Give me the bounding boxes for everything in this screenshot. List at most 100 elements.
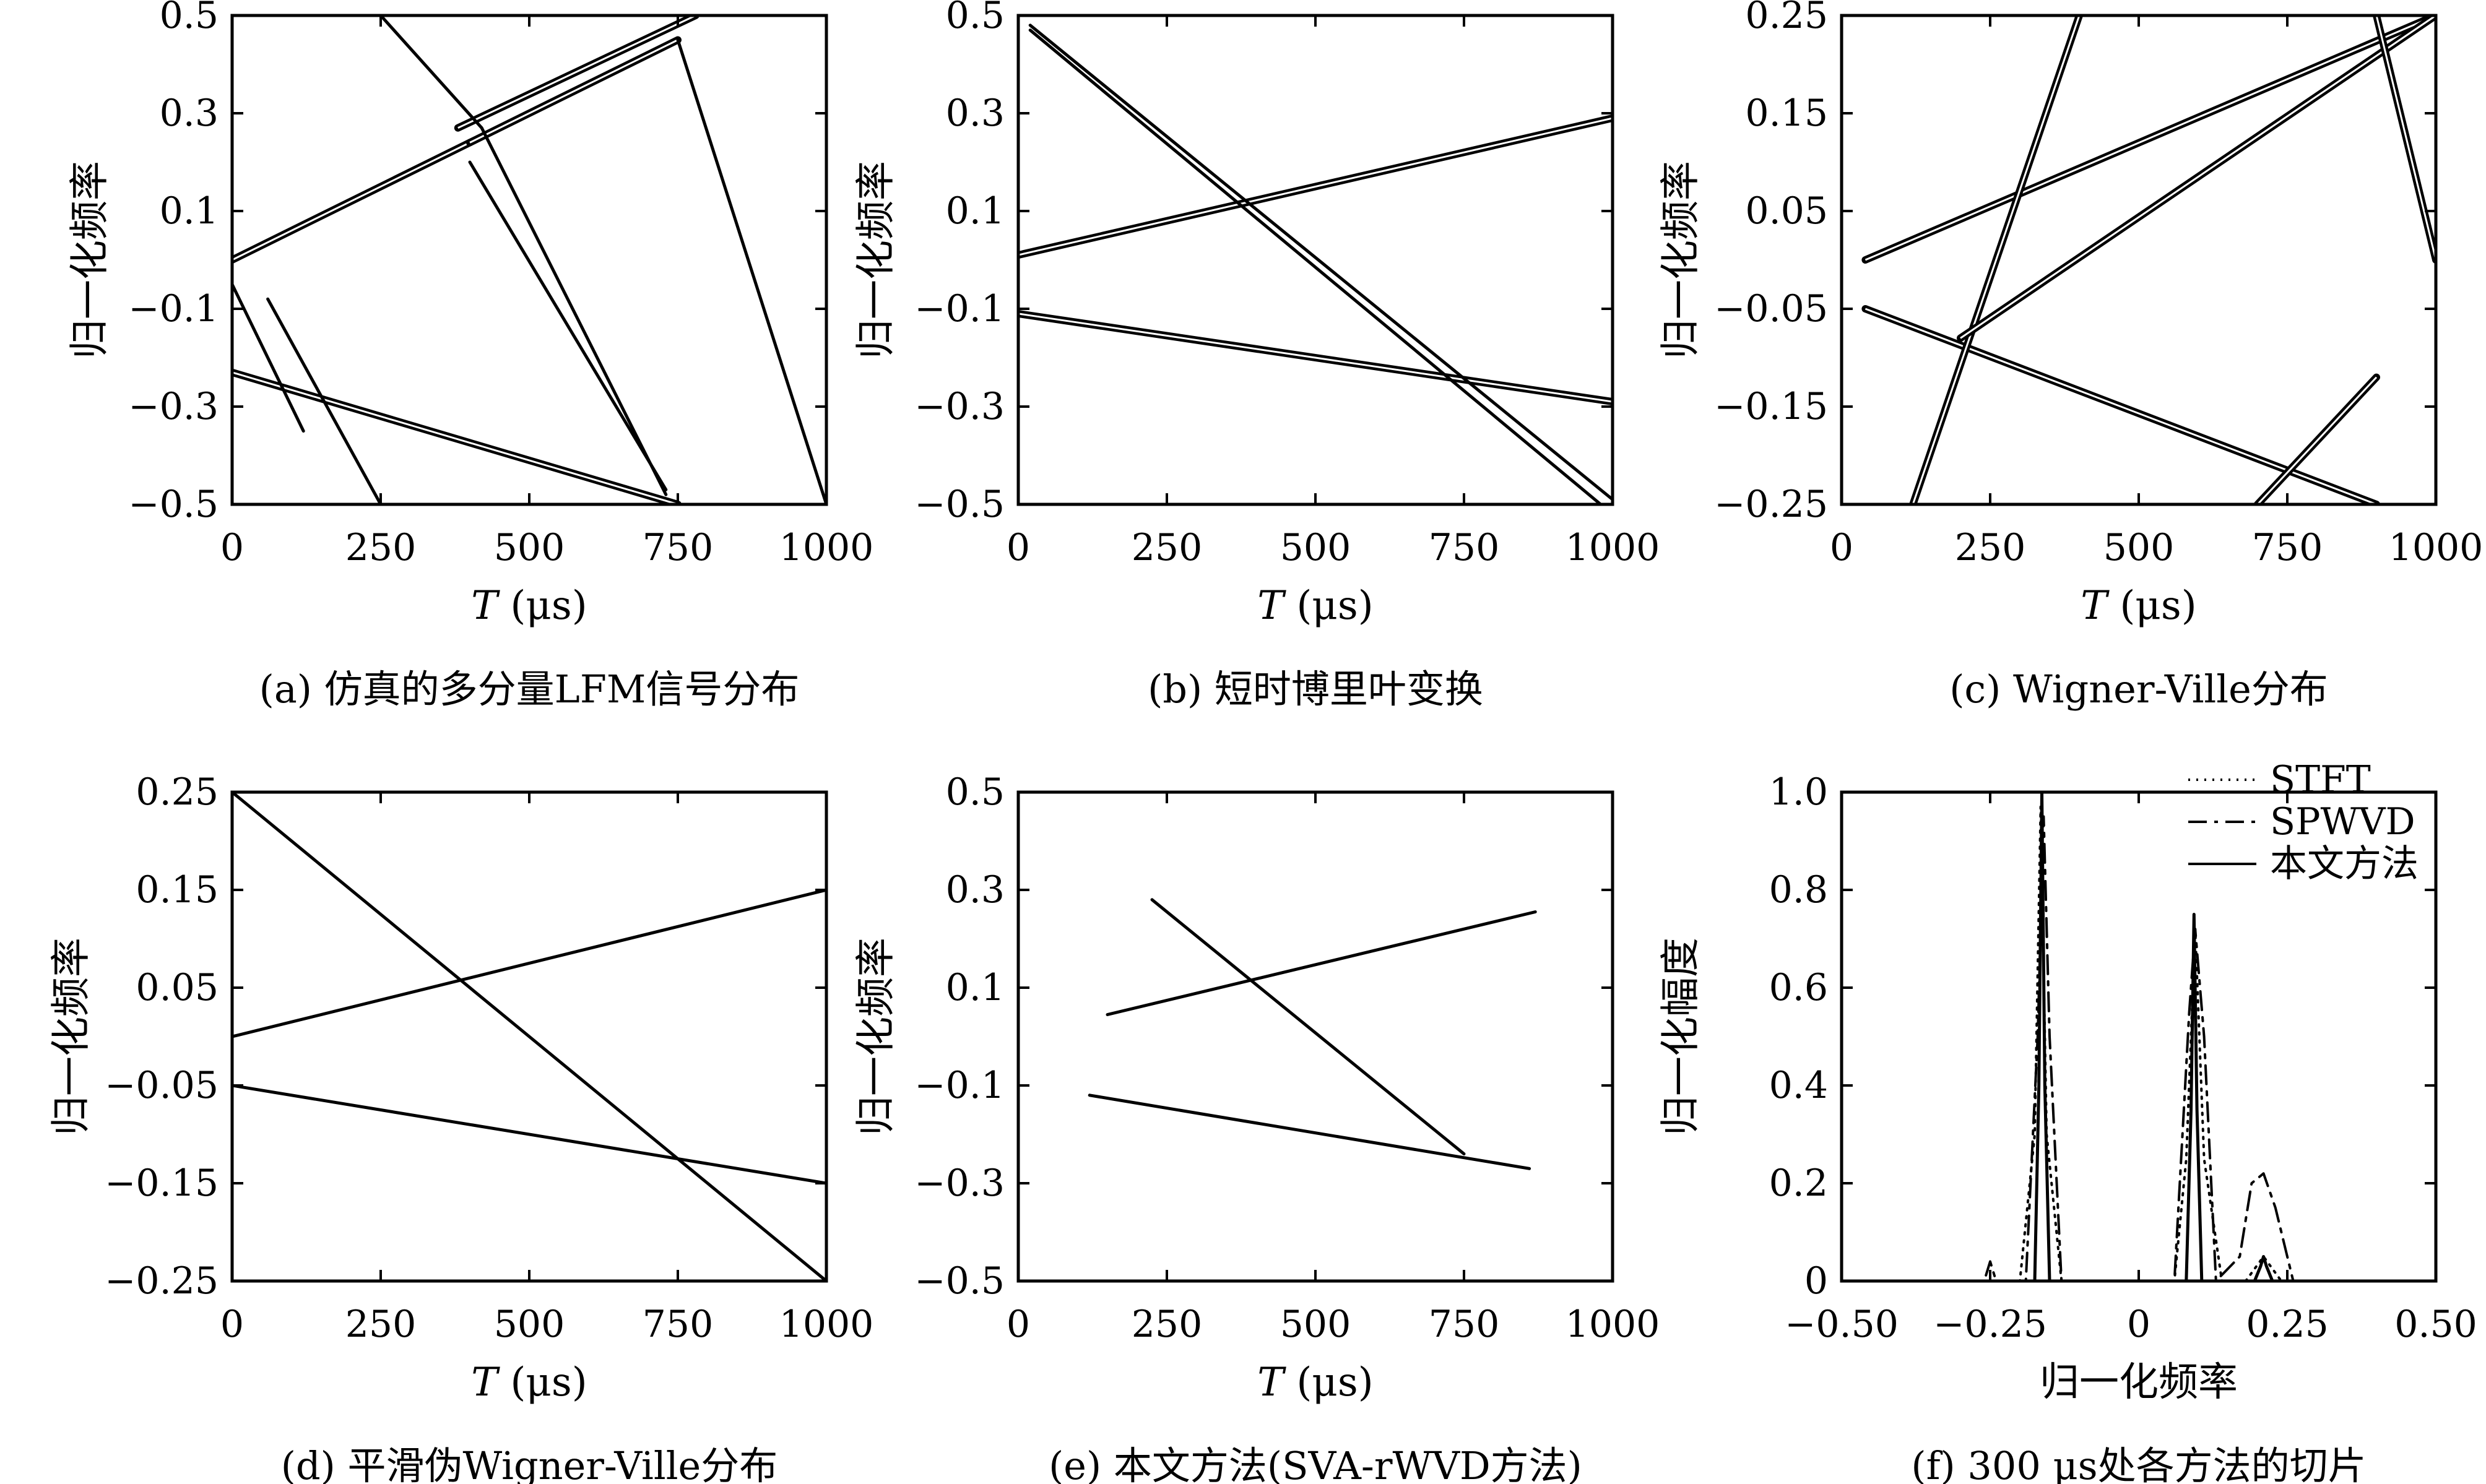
chart-f: −0.50 −0.25 0 0.25 0.50 1.0 0.8 0.6 0.4 0.2 0 归一化频率… bbox=[1658, 758, 2477, 1484]
x-axis-label: 归一化频率 bbox=[2040, 1360, 2238, 1405]
y-axis-label: 归一化频率 bbox=[1658, 161, 1704, 359]
y-tick-label: −0.3 bbox=[914, 1162, 1005, 1205]
x-tick-label: 750 bbox=[1429, 526, 1500, 569]
chart-d: 0 250 500 750 1000 0.25 0.15 0.05 −0.05 −0.15 −0.2… bbox=[49, 770, 874, 1484]
series-line-0-inner bbox=[232, 142, 470, 261]
x-tick-label: 500 bbox=[1280, 526, 1351, 569]
series-line-6 bbox=[266, 297, 383, 504]
series-line-3 bbox=[1028, 28, 1603, 504]
series-line-1-inner bbox=[1864, 308, 2377, 504]
y-tick-label: 0 bbox=[1804, 1259, 1828, 1303]
series-line-2 bbox=[1150, 898, 1466, 1156]
x-axis-unit: (μs) bbox=[2107, 583, 2197, 629]
series-STFT bbox=[1842, 805, 2436, 1281]
plot-frame bbox=[1016, 790, 1614, 1283]
x-axis-label: T (μs) bbox=[2081, 583, 2196, 629]
y-tick-label: 0.1 bbox=[160, 189, 219, 233]
x-tick-label: 500 bbox=[2103, 526, 2175, 569]
chart-a: 0 250 500 750 1000 0.5 0.3 0.1 −0.1 −0.3 −0.5 T (μs… bbox=[67, 0, 874, 712]
y-tick-label: −0.25 bbox=[105, 1259, 219, 1303]
series-line-0-inner bbox=[1864, 15, 2436, 261]
y-tick-label: 0.1 bbox=[946, 966, 1005, 1009]
x-tick-label: −0.25 bbox=[1933, 1303, 2047, 1346]
y-tick-label: −0.1 bbox=[914, 1064, 1005, 1107]
y-tick-label: 0.25 bbox=[1745, 0, 1828, 37]
series-本文方法 bbox=[1842, 792, 2436, 1281]
series-line-8 bbox=[676, 38, 826, 504]
y-axis-label: 归一化幅度 bbox=[1658, 938, 1704, 1136]
y-tick-label: −0.05 bbox=[105, 1064, 219, 1107]
legend-entry: 本文方法 bbox=[2270, 842, 2419, 886]
series-line-1 bbox=[1088, 1094, 1531, 1170]
x-tick-label: 750 bbox=[1429, 1303, 1500, 1346]
series-line-2 bbox=[1028, 24, 1613, 501]
series-line-9 bbox=[232, 283, 305, 433]
y-tick-label: −0.05 bbox=[1714, 287, 1828, 330]
x-tick-label: 1000 bbox=[1566, 1303, 1660, 1346]
y-tick-label: −0.1 bbox=[128, 287, 219, 330]
panel-caption: (a) 仿真的多分量LFM信号分布 bbox=[259, 667, 800, 712]
series-line-1-inner bbox=[1018, 313, 1613, 403]
series-line-7 bbox=[468, 160, 668, 491]
series-line-2 bbox=[232, 1084, 826, 1185]
x-axis-variable: T bbox=[471, 583, 500, 629]
panel-caption: (c) Wigner-Ville分布 bbox=[1949, 667, 2328, 712]
y-axis-label: 归一化频率 bbox=[49, 938, 95, 1136]
y-axis-label: 归一化频率 bbox=[854, 161, 899, 359]
y-axis-label: 归一化频率 bbox=[67, 161, 113, 359]
series-line-4-inner bbox=[2256, 376, 2378, 504]
x-axis-variable: T bbox=[471, 1360, 500, 1405]
chart-panels: 0 250 500 750 1000 0.5 0.3 0.1 −0.1 −0.3 −0.5 T (μs… bbox=[49, 0, 2484, 1484]
series-line-0 bbox=[232, 792, 826, 1281]
y-tick-label: −0.5 bbox=[914, 483, 1005, 526]
y-tick-label: 1.0 bbox=[1769, 770, 1828, 814]
x-axis-variable: T bbox=[2081, 583, 2110, 629]
y-tick-label: 0.05 bbox=[1745, 189, 1828, 233]
x-tick-label: 0.25 bbox=[2246, 1303, 2329, 1346]
y-tick-label: −0.5 bbox=[128, 483, 219, 526]
panel-caption: (e) 本文方法(SVA-rWVD方法) bbox=[1049, 1443, 1582, 1484]
x-tick-label: 1000 bbox=[1566, 526, 1660, 569]
x-tick-label: 750 bbox=[2252, 526, 2323, 569]
series-line-2-inner bbox=[232, 371, 678, 504]
x-tick-label: 250 bbox=[345, 1303, 417, 1346]
series-line-4 bbox=[379, 15, 483, 130]
series-line-5-inner bbox=[2375, 15, 2436, 261]
x-axis-unit: (μs) bbox=[1284, 583, 1374, 629]
series-line-0-inner bbox=[1018, 117, 1613, 256]
x-axis-label: T (μs) bbox=[471, 583, 587, 629]
y-tick-label: 0.5 bbox=[946, 770, 1005, 814]
x-axis-label: T (μs) bbox=[471, 1360, 587, 1405]
y-tick-label: 0.5 bbox=[160, 0, 219, 37]
chart-e: 0 250 500 750 1000 0.5 0.3 0.1 −0.1 −0.3 −0.5 T (μs… bbox=[854, 770, 1660, 1484]
series-line-3-inner bbox=[1960, 15, 2436, 339]
x-axis-unit: (μs) bbox=[498, 1360, 587, 1405]
x-tick-label: 500 bbox=[1280, 1303, 1351, 1346]
y-tick-label: 0.4 bbox=[1769, 1064, 1828, 1107]
x-tick-label: 0.50 bbox=[2394, 1303, 2477, 1346]
x-axis-variable: T bbox=[1257, 1360, 1286, 1405]
x-tick-label: 0 bbox=[1007, 1303, 1030, 1346]
y-tick-label: −0.5 bbox=[914, 1259, 1005, 1303]
chart-b: 0 250 500 750 1000 0.5 0.3 0.1 −0.1 −0.3 −0.5 T (μs… bbox=[854, 0, 1660, 712]
y-tick-label: 0.1 bbox=[946, 189, 1005, 233]
y-tick-label: −0.25 bbox=[1714, 483, 1828, 526]
x-tick-label: 500 bbox=[494, 526, 565, 569]
x-tick-label: 1000 bbox=[779, 526, 874, 569]
y-tick-label: 0.15 bbox=[1745, 92, 1828, 135]
panel-caption: (b) 短时博里叶变换 bbox=[1148, 667, 1483, 712]
y-tick-label: 0.5 bbox=[946, 0, 1005, 37]
series-line-2-inner bbox=[1912, 15, 2081, 504]
x-tick-label: 0 bbox=[1007, 526, 1030, 569]
series-line-3-inner bbox=[457, 15, 696, 129]
chart-c: 0 250 500 750 1000 0.25 0.15 0.05 −0.05 −0.15 −0.2… bbox=[1658, 0, 2484, 712]
plot-frame bbox=[1840, 14, 2438, 506]
x-tick-label: 250 bbox=[1955, 526, 2026, 569]
y-tick-label: 0.3 bbox=[946, 868, 1005, 912]
y-tick-label: 0.3 bbox=[946, 92, 1005, 135]
x-tick-label: 750 bbox=[643, 1303, 714, 1346]
x-tick-label: 0 bbox=[220, 526, 244, 569]
y-tick-label: 0.8 bbox=[1769, 868, 1828, 912]
